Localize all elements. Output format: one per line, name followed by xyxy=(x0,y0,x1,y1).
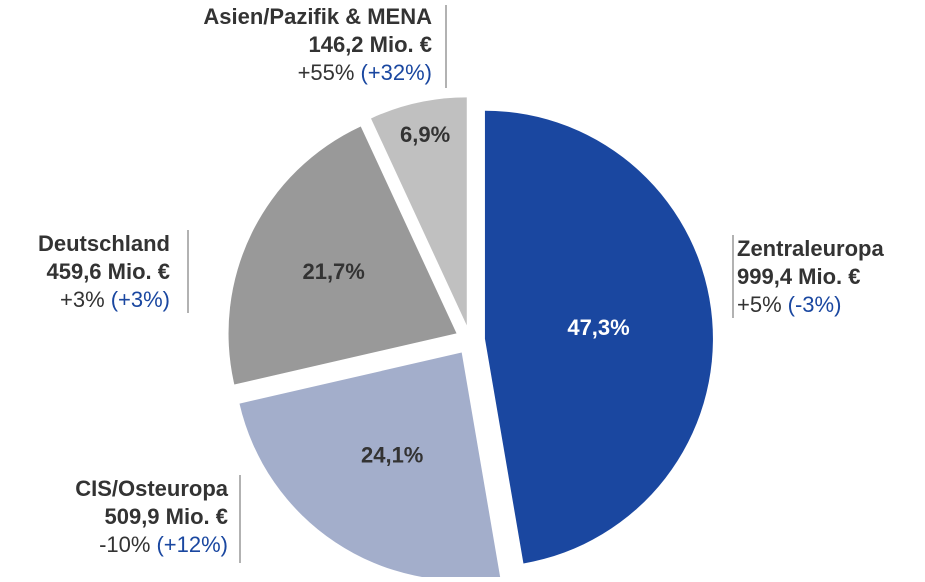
pie-slice xyxy=(228,126,457,385)
change: +5% xyxy=(737,292,782,317)
region-change: -10% (+12%) xyxy=(99,532,228,557)
pie-slice xyxy=(370,97,467,326)
change-adjusted: (-3%) xyxy=(788,292,842,317)
slice-label: 24,1% xyxy=(361,443,423,468)
change-adjusted: (+3%) xyxy=(111,287,170,312)
change-adjusted: (+12%) xyxy=(156,532,228,557)
change: -10% xyxy=(99,532,150,557)
region-change: +3% (+3%) xyxy=(60,287,170,312)
region-change: +5% (-3%) xyxy=(737,292,841,317)
pie-slice xyxy=(239,352,501,581)
region-name: Asien/Pazifik & MENA xyxy=(203,4,432,29)
region-name: CIS/Osteuropa xyxy=(75,476,229,501)
slice-label: 47,3% xyxy=(567,315,629,340)
region-amount: 509,9 Mio. € xyxy=(104,504,228,529)
region-change: +55% (+32%) xyxy=(298,60,432,85)
slice-label: 21,7% xyxy=(302,259,364,284)
pie-slice xyxy=(484,110,713,564)
slice-label: 6,9% xyxy=(400,122,450,147)
change-adjusted: (+32%) xyxy=(360,60,432,85)
change: +3% xyxy=(60,287,105,312)
region-name: Deutschland xyxy=(38,231,170,256)
region-name: Zentraleuropa xyxy=(737,236,884,261)
region-amount: 146,2 Mio. € xyxy=(308,32,432,57)
region-amount: 459,6 Mio. € xyxy=(46,259,170,284)
change: +55% xyxy=(298,60,355,85)
region-amount: 999,4 Mio. € xyxy=(737,264,861,289)
